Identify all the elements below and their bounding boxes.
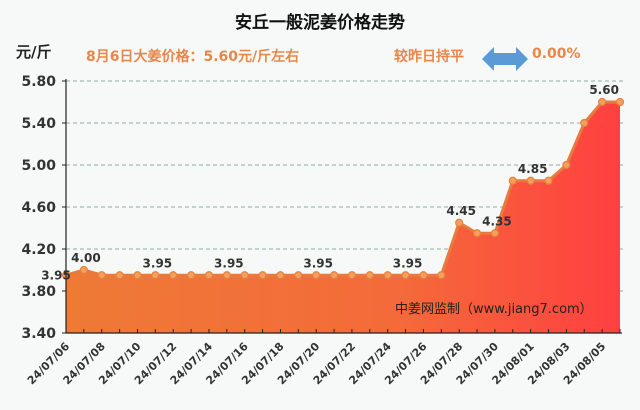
data-point <box>186 271 196 280</box>
y-tick-label: 5.40 <box>21 116 56 132</box>
data-point <box>204 271 214 280</box>
data-point <box>562 160 571 170</box>
data-point <box>580 118 589 128</box>
y-tick-label: 5.00 <box>21 158 56 174</box>
price-area <box>66 102 620 333</box>
data-point <box>472 229 482 238</box>
data-label: 4.85 <box>518 162 548 176</box>
y-tick-label: 3.40 <box>21 326 56 342</box>
data-point <box>312 271 321 280</box>
data-label: 5.60 <box>589 83 619 97</box>
data-label: 3.95 <box>393 256 423 270</box>
data-label: 3.95 <box>303 256 333 270</box>
data-label: 3.95 <box>143 256 173 270</box>
data-point <box>455 218 464 227</box>
data-point <box>365 271 374 280</box>
data-point <box>329 271 339 280</box>
y-tick-label: 3.80 <box>21 284 56 300</box>
y-tick-label: 4.20 <box>21 242 56 258</box>
compare-text: 较昨日持平 <box>394 49 464 65</box>
data-point <box>419 271 428 280</box>
data-point <box>258 271 267 280</box>
data-label: 4.00 <box>71 251 101 265</box>
data-point <box>115 271 124 280</box>
double-arrow-icon <box>482 47 528 75</box>
data-label: 3.95 <box>41 268 71 282</box>
data-point <box>526 176 535 185</box>
data-point <box>615 97 625 107</box>
data-point <box>490 229 500 238</box>
change-percent: 0.00% <box>532 46 581 62</box>
y-tick-label: 4.60 <box>21 200 56 216</box>
data-point <box>347 271 357 280</box>
data-point <box>79 265 88 275</box>
data-point <box>133 271 142 280</box>
data-point <box>401 271 410 280</box>
chart-title: 安丘一般泥姜价格走势 <box>235 13 405 33</box>
y-axis-unit: 元/斤 <box>16 43 52 61</box>
price-note: 8月6日大姜价格：5.60元/斤左右 <box>86 49 300 65</box>
data-point <box>544 176 553 185</box>
data-point <box>437 271 446 280</box>
watermark: 中姜网监制（www.jiang7.com） <box>395 302 593 317</box>
data-point <box>222 271 231 280</box>
data-point <box>240 271 249 280</box>
data-point <box>276 271 285 280</box>
data-label: 3.95 <box>214 256 244 270</box>
data-point <box>383 271 392 280</box>
data-point <box>598 97 607 107</box>
data-point <box>169 271 178 280</box>
data-label: 4.35 <box>482 214 512 228</box>
data-point <box>97 271 106 280</box>
data-label: 4.45 <box>446 204 476 218</box>
y-tick-label: 5.80 <box>21 74 56 90</box>
data-point <box>294 271 303 280</box>
data-point <box>508 176 517 185</box>
data-point <box>151 271 160 280</box>
